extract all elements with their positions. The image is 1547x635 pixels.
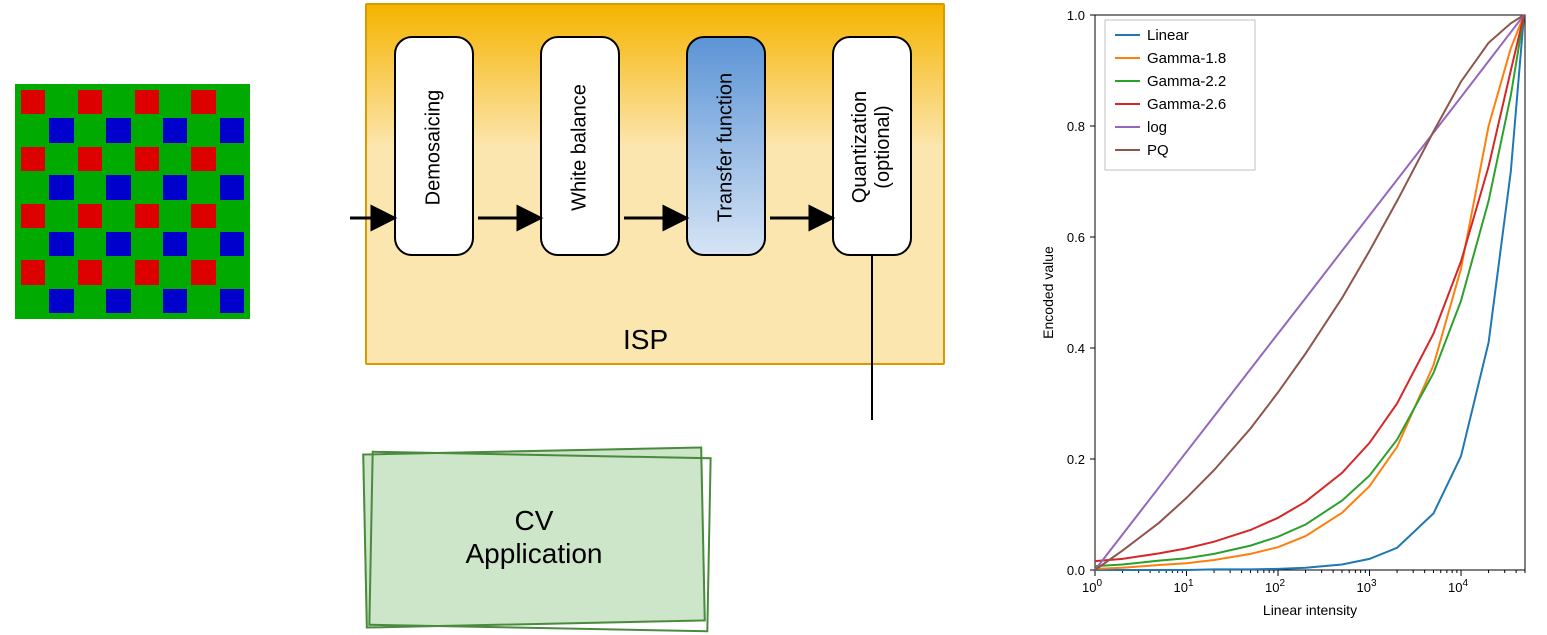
- svg-text:Linear intensity: Linear intensity: [1263, 602, 1357, 618]
- bayer-cell: [106, 289, 130, 313]
- bayer-cell: [49, 289, 73, 313]
- bayer-cell: [49, 204, 73, 228]
- transfer-functions-chart: 0.0 0.2 0.4 0.6 0.8 1.0 100 101 102 103 104 Linear …: [1035, 0, 1535, 630]
- svg-text:100: 100: [1082, 578, 1102, 595]
- svg-text:104: 104: [1448, 578, 1468, 595]
- bayer-cell: [106, 118, 130, 142]
- bayer-cell: [78, 260, 102, 284]
- bayer-cell: [191, 204, 215, 228]
- bayer-cell: [220, 90, 244, 114]
- stage-label-white-balance: White balance: [569, 48, 592, 248]
- svg-text:102: 102: [1265, 578, 1285, 595]
- svg-text:Gamma-1.8: Gamma-1.8: [1147, 50, 1226, 67]
- bayer-cell: [191, 147, 215, 171]
- bayer-cell: [163, 232, 187, 256]
- bayer-cell: [49, 90, 73, 114]
- bayer-cell: [191, 175, 215, 199]
- bayer-cell: [106, 147, 130, 171]
- bayer-cell: [21, 118, 45, 142]
- cv-application-label: CVApplication: [364, 504, 704, 571]
- svg-text:101: 101: [1173, 578, 1193, 595]
- bayer-cell: [21, 232, 45, 256]
- bayer-cell: [78, 118, 102, 142]
- svg-text:0.2: 0.2: [1067, 452, 1085, 467]
- bayer-cell: [163, 147, 187, 171]
- bayer-cell: [78, 232, 102, 256]
- isp-label: ISP: [623, 324, 668, 356]
- bayer-cell: [163, 289, 187, 313]
- bayer-cell: [106, 175, 130, 199]
- bayer-cell: [220, 147, 244, 171]
- bayer-cell: [106, 232, 130, 256]
- canvas: ISP Demosaicing White balance Transfer fun…: [0, 0, 1547, 631]
- svg-text:0.4: 0.4: [1067, 341, 1085, 356]
- svg-text:1.0: 1.0: [1067, 8, 1085, 23]
- stage-label-transfer-function: Transfer function: [715, 48, 738, 248]
- bayer-cell: [220, 118, 244, 142]
- bayer-cell: [106, 204, 130, 228]
- bayer-cell: [135, 90, 159, 114]
- bayer-cell: [135, 204, 159, 228]
- svg-text:0.6: 0.6: [1067, 230, 1085, 245]
- bayer-cell: [49, 232, 73, 256]
- bayer-cell: [135, 118, 159, 142]
- bayer-cell: [78, 175, 102, 199]
- bayer-cell: [163, 260, 187, 284]
- bayer-cell: [49, 147, 73, 171]
- bayer-cell: [21, 147, 45, 171]
- bayer-cell: [21, 289, 45, 313]
- bayer-cell: [21, 175, 45, 199]
- svg-text:0.0: 0.0: [1067, 563, 1085, 578]
- svg-text:Gamma-2.2: Gamma-2.2: [1147, 73, 1226, 90]
- cv-application-box: CVApplication: [364, 450, 704, 625]
- stage-label-quantization: Quantization(optional): [849, 47, 895, 247]
- bayer-cell: [49, 175, 73, 199]
- bayer-cell: [191, 90, 215, 114]
- bayer-cell: [191, 118, 215, 142]
- bayer-cell: [191, 289, 215, 313]
- bayer-cell: [191, 232, 215, 256]
- bayer-cell: [135, 147, 159, 171]
- svg-text:PQ: PQ: [1147, 142, 1169, 159]
- bayer-cell: [135, 289, 159, 313]
- bayer-cell: [220, 289, 244, 313]
- bayer-cell: [220, 260, 244, 284]
- bayer-cell: [21, 204, 45, 228]
- bayer-cell: [49, 260, 73, 284]
- bayer-cell: [49, 118, 73, 142]
- bayer-cell: [163, 118, 187, 142]
- bayer-cell: [220, 204, 244, 228]
- bayer-cell: [78, 90, 102, 114]
- bayer-cell: [220, 175, 244, 199]
- bayer-cell: [106, 260, 130, 284]
- bayer-cell: [163, 90, 187, 114]
- bayer-cell: [21, 90, 45, 114]
- bayer-cell: [135, 260, 159, 284]
- bayer-cell: [135, 232, 159, 256]
- bayer-cell: [21, 260, 45, 284]
- bayer-cell: [135, 175, 159, 199]
- bayer-cell: [191, 260, 215, 284]
- bayer-mosaic: [15, 84, 250, 319]
- svg-text:103: 103: [1357, 578, 1377, 595]
- svg-text:Linear: Linear: [1147, 27, 1189, 44]
- bayer-cell: [106, 90, 130, 114]
- svg-text:log: log: [1147, 119, 1167, 136]
- bayer-cell: [163, 204, 187, 228]
- bayer-cell: [163, 175, 187, 199]
- svg-text:Encoded value: Encoded value: [1040, 246, 1056, 339]
- bayer-cell: [220, 232, 244, 256]
- bayer-cell: [78, 204, 102, 228]
- svg-text:0.8: 0.8: [1067, 119, 1085, 134]
- svg-text:Gamma-2.6: Gamma-2.6: [1147, 96, 1226, 113]
- bayer-cell: [78, 147, 102, 171]
- bayer-cell: [78, 289, 102, 313]
- stage-label-demosaicing: Demosaicing: [423, 48, 446, 248]
